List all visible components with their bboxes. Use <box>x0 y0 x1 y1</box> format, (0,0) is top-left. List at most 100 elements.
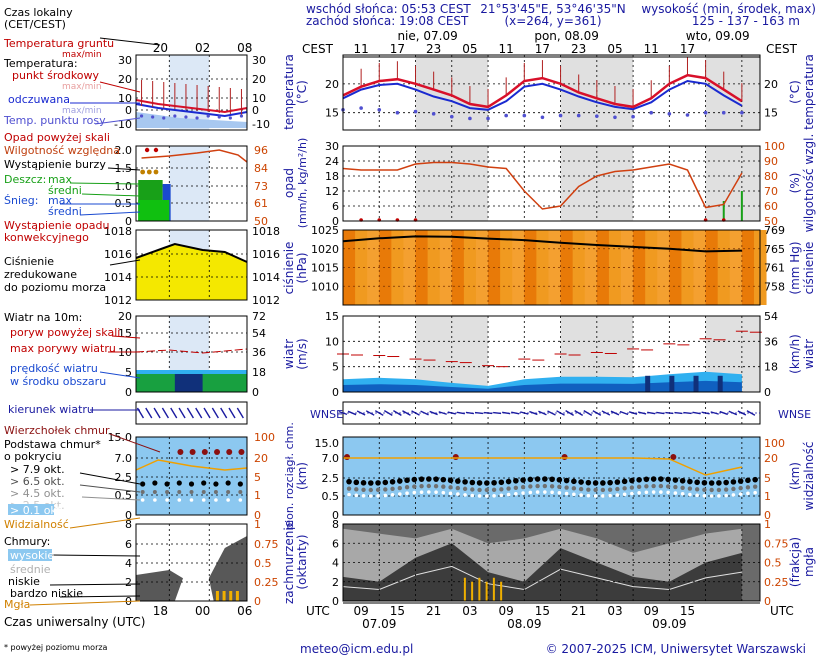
cloud-base-dot-01 <box>572 492 576 497</box>
cloud-base-dot-01 <box>398 492 402 496</box>
legend-pointer-line <box>109 433 161 453</box>
cloud-base-dot-65 <box>383 487 388 492</box>
legend-fog-bar <box>235 591 239 601</box>
cloud-base-dot-65 <box>752 484 758 489</box>
legend-y2-tick: 20 <box>254 452 268 465</box>
y-tick-label: 0 <box>332 215 339 228</box>
legend-y2-tick: 0 <box>254 509 261 522</box>
legend-temperature: Temperatura: <box>3 57 78 70</box>
dew-point-dot <box>721 110 726 115</box>
cloud-base-dot-01 <box>688 492 692 497</box>
legend-base-dot-65 <box>238 490 243 494</box>
utc-label-left: UTC <box>306 604 330 618</box>
low-cloud-area <box>343 543 760 601</box>
hour-top-label: 05 <box>607 42 622 56</box>
hour-top-label: 23 <box>571 42 586 56</box>
precip-left-unit: (mm/h, kg/m²/h) <box>296 138 309 229</box>
legend-base-dot-65 <box>201 490 206 494</box>
legend-convective2: konwekcyjnego <box>4 231 89 244</box>
day-bottom-2: 08.09 <box>507 617 541 631</box>
legend-pointer-line <box>79 211 141 216</box>
coords-text: 21°53'45"E, 53°46'35"N <box>480 2 625 16</box>
dew-point-dot <box>449 114 454 119</box>
legend-base-dot-01 <box>153 498 157 502</box>
legend-base-dot-01 <box>201 498 206 502</box>
cloud-base-dot-65 <box>419 483 424 489</box>
panel-press-frame <box>342 229 761 306</box>
sunset-text: zachód słońca: 19:08 CEST <box>306 14 469 28</box>
cloud-base-dot-79 <box>578 479 584 485</box>
cloud-base-dot-79 <box>563 477 570 484</box>
legend-base-dot-65 <box>189 490 194 494</box>
legend-y2-tick: 84 <box>254 162 268 175</box>
cloud-base-dot-01 <box>731 493 736 497</box>
cloud-base-dot-01 <box>390 492 395 497</box>
y2-tick-label: 769 <box>764 224 785 237</box>
hour-top-label: 11 <box>499 42 514 56</box>
cloud-base-dot-01 <box>376 494 380 498</box>
legend-local-time2: (CET/CEST) <box>4 18 66 31</box>
cloud-left-unit: (km) <box>295 462 309 490</box>
legend-temp-frame <box>135 54 248 131</box>
legend-pointer-line <box>79 472 141 485</box>
y-tick-label: 7.0 <box>322 452 340 465</box>
wind-arrow <box>610 410 620 416</box>
hour-top-label: 11 <box>644 42 659 56</box>
legend-y2-tick: 0.5 <box>254 557 272 570</box>
cloud-base-dot-79 <box>476 480 483 486</box>
legend-okt01: > 0.1 okt. <box>10 504 65 517</box>
footer-email[interactable]: meteo@icm.edu.pl <box>300 642 413 656</box>
dew-point-dot <box>522 113 527 118</box>
legend-base-dot-01 <box>226 498 230 502</box>
cloud-top-dot <box>344 454 350 460</box>
y2-tick-label: 0 <box>764 509 771 522</box>
legend-wind-arrow <box>161 407 170 419</box>
wind-arrow <box>701 411 710 415</box>
legend-bottom-hour: 00 <box>195 604 210 618</box>
legend-base-dot-79 <box>201 480 207 486</box>
legend-base-dot-79 <box>164 481 170 487</box>
y2-tick-label: 0 <box>764 595 771 608</box>
cloud-left-label: pion. rozciągł. chm. <box>283 422 296 530</box>
wind-arrow <box>710 411 719 415</box>
dew-point-dot <box>740 110 744 115</box>
visibility-line <box>343 457 743 476</box>
cest-label-right: CEST <box>766 42 798 56</box>
cloud-base-dot-01 <box>746 491 750 496</box>
legend-wind-10m: Wiatr na 10m: <box>4 311 82 324</box>
legend-maxmin2: max/min <box>62 82 102 92</box>
legend-cloud-top-dot <box>189 449 196 455</box>
cloud-base-dot-65 <box>346 486 352 491</box>
cloud-base-dot-01 <box>644 490 649 495</box>
legend-dew-dot <box>239 114 244 118</box>
cloud-base-dot-65 <box>491 487 497 492</box>
cloud-base-dot-01 <box>434 490 438 494</box>
legend-gusts-over: poryw powyżej skali <box>10 326 120 339</box>
cloud-base-dot-01 <box>753 490 757 495</box>
legend-wind-speed2: w środku obszaru <box>10 375 106 388</box>
cloud-base-dot-79 <box>592 480 599 486</box>
cloud-base-dot-79 <box>447 477 454 484</box>
legend-base-dot-01 <box>165 498 169 502</box>
day-top-3: wto, 09.09 <box>686 29 750 43</box>
night-band <box>705 146 760 221</box>
legend-y2-tick: 96 <box>254 144 268 157</box>
legend-pointer-line <box>59 595 141 598</box>
cloud-base-dot-65 <box>716 487 722 493</box>
legend-precip-over-dot <box>153 147 159 153</box>
cloud-base-dot-01 <box>608 493 612 498</box>
y2-tick-label: 1 <box>764 518 771 531</box>
legend-base-dot-65 <box>165 490 170 494</box>
dew-point-dot <box>540 115 545 120</box>
cloud-base-dot-01 <box>477 494 482 498</box>
cloud-base-dot-65 <box>433 483 439 489</box>
precip-left-label: opad <box>282 168 296 198</box>
legend-bottom-hour: 18 <box>153 604 168 618</box>
cloud-base-dot-01 <box>369 494 373 498</box>
legend-cloud-base2: o pokryciu <box>4 450 61 463</box>
pressure-line <box>342 235 742 253</box>
hour-top-label: 23 <box>426 42 441 56</box>
y2-tick-label: 36 <box>764 335 778 348</box>
y-tick-label: 6 <box>332 537 339 550</box>
